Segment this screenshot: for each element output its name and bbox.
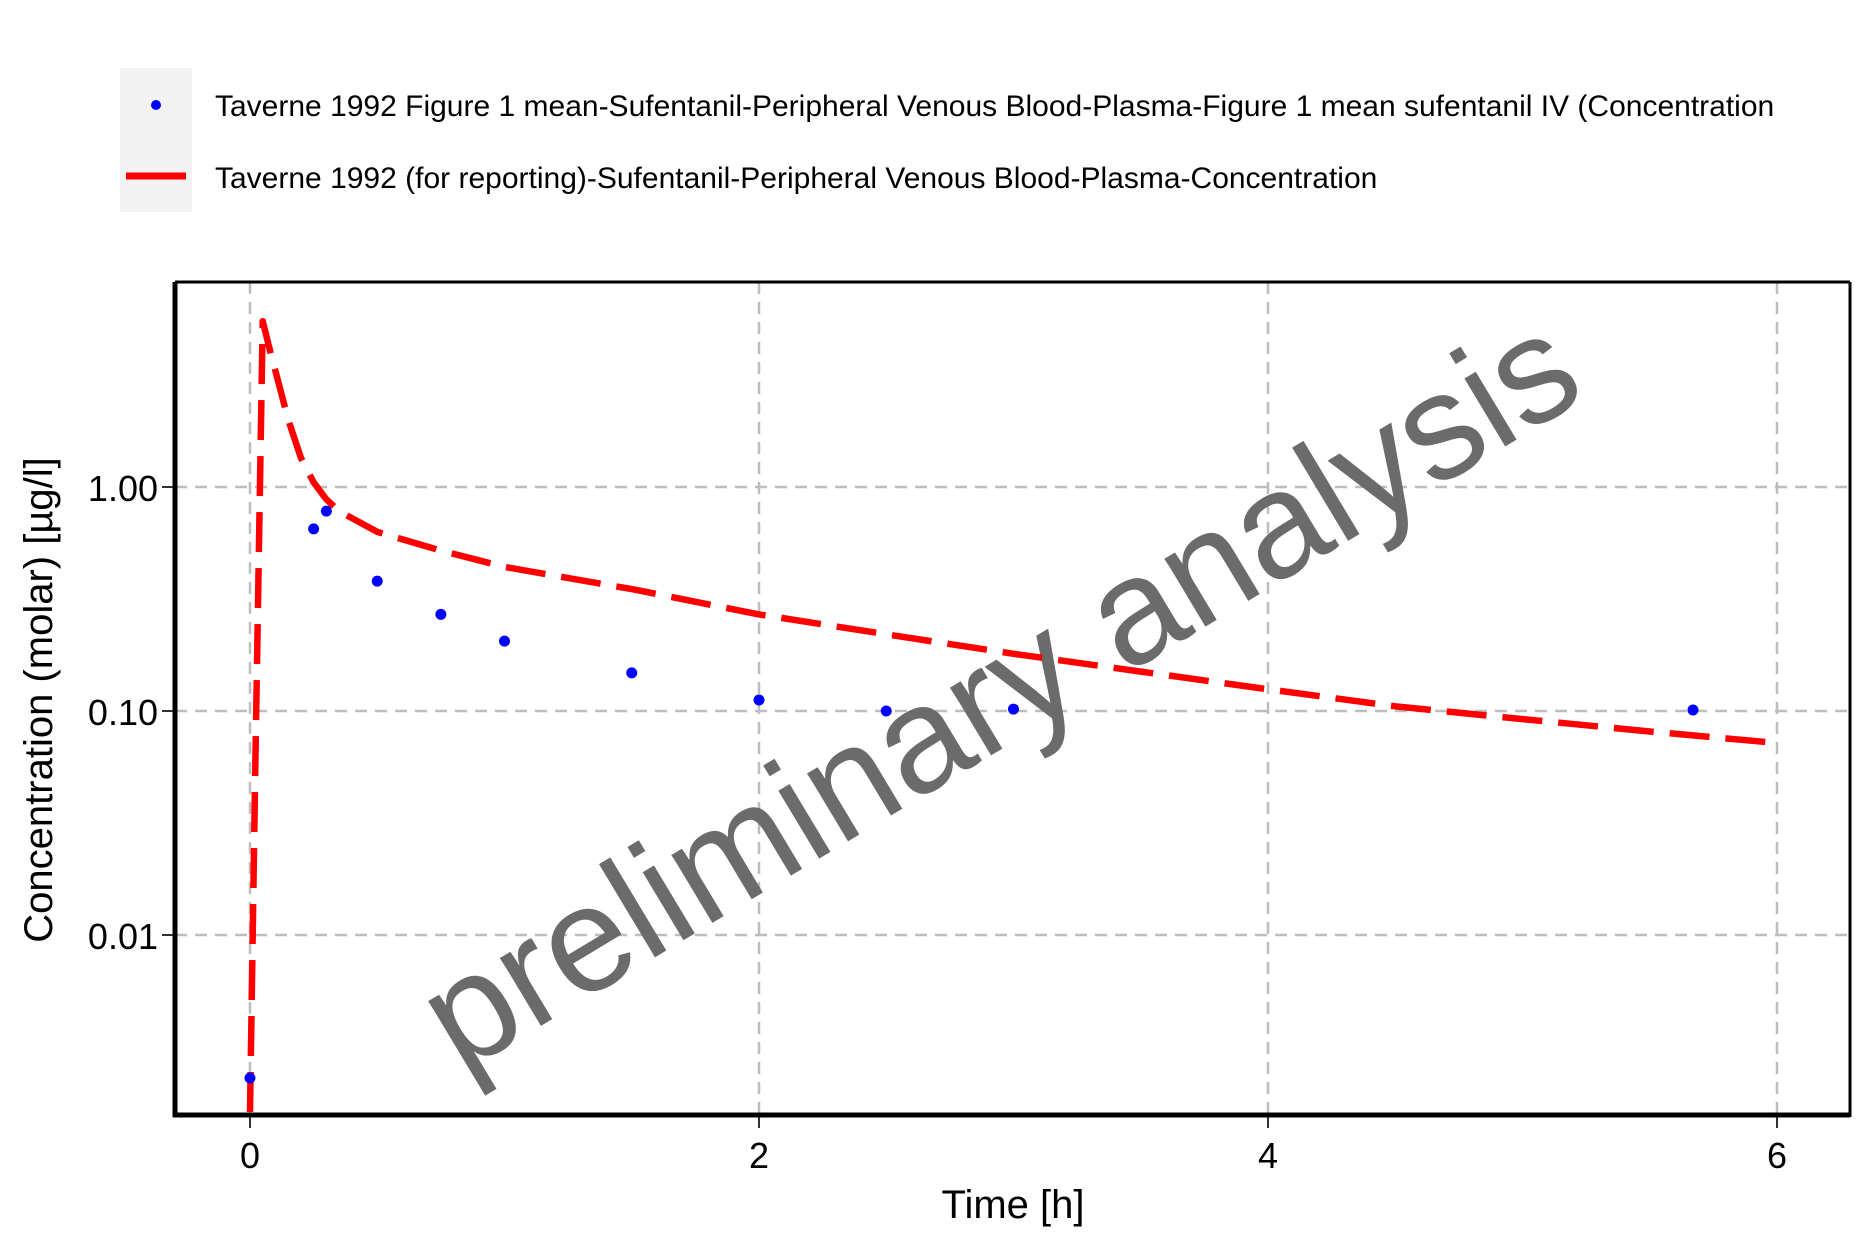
series-point-layer bbox=[244, 505, 1699, 1084]
x-tick-label: 6 bbox=[1767, 1135, 1787, 1176]
data-point bbox=[435, 608, 447, 620]
legend: Taverne 1992 Figure 1 mean-Sufentanil-Pe… bbox=[120, 68, 1774, 212]
data-point bbox=[880, 705, 892, 717]
legend-key-point bbox=[151, 100, 161, 110]
y-axis-title: Concentration (molar) [µg/l] bbox=[17, 457, 61, 942]
y-tick-label: 1.00 bbox=[88, 468, 158, 509]
x-tick-label: 2 bbox=[749, 1135, 769, 1176]
data-point bbox=[753, 694, 765, 706]
data-point bbox=[499, 635, 510, 647]
data-point bbox=[626, 667, 638, 679]
plot-panel bbox=[175, 282, 1850, 1115]
data-point bbox=[1008, 703, 1019, 715]
series-line-layer bbox=[246, 317, 1778, 1113]
data-point bbox=[308, 523, 320, 535]
ticks bbox=[162, 486, 1778, 1128]
legend-label-series-1: Taverne 1992 Figure 1 mean-Sufentanil-Pe… bbox=[215, 90, 1774, 123]
x-tick-label: 4 bbox=[1258, 1135, 1278, 1176]
legend-label-series-2: Taverne 1992 (for reporting)-Sufentanil-… bbox=[215, 162, 1377, 195]
legend-key-background bbox=[120, 68, 192, 212]
data-point bbox=[1687, 704, 1699, 716]
series-line-simulation bbox=[246, 317, 1778, 1113]
x-tick-label: 0 bbox=[240, 1135, 260, 1176]
y-tick-label: 0.10 bbox=[88, 692, 158, 733]
x-axis-title: Time [h] bbox=[942, 1183, 1085, 1227]
data-point bbox=[320, 505, 332, 517]
y-tick-label: 0.01 bbox=[88, 916, 158, 957]
data-point bbox=[371, 575, 383, 587]
data-point bbox=[244, 1072, 256, 1084]
